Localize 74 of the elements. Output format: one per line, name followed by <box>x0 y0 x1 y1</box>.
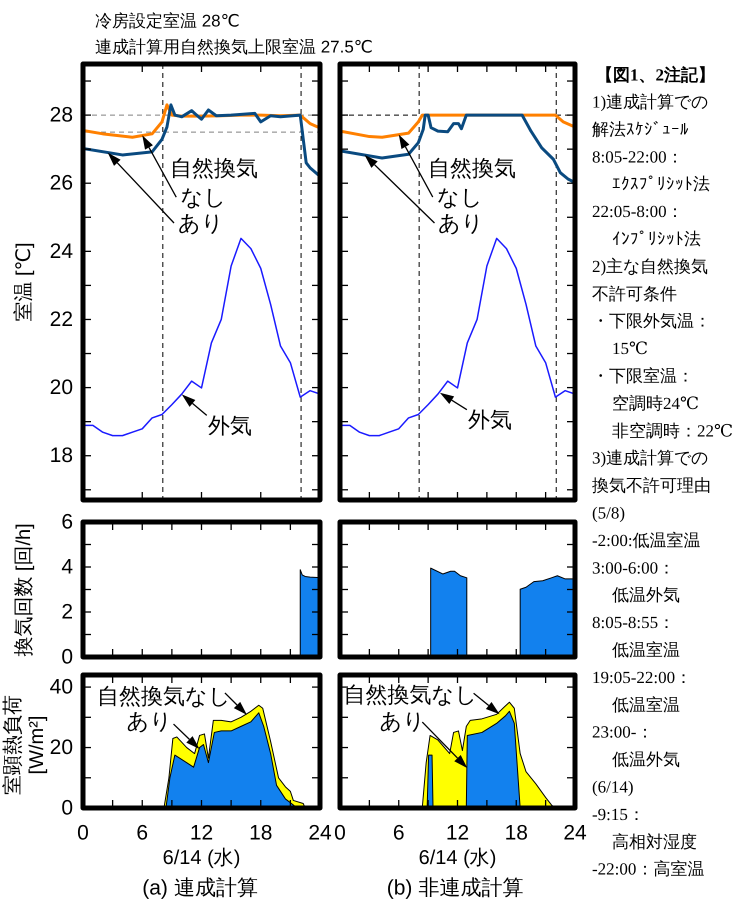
y-tick-label: 4 <box>61 556 74 578</box>
y-tick-label: 20 <box>50 736 73 760</box>
text: ・下限室温： <box>592 366 694 386</box>
x-tick-label: 24 <box>308 822 332 844</box>
text: 8:05-8:55： <box>592 613 676 632</box>
text: 空調時24℃ <box>612 394 700 413</box>
text: 22:05-8:00： <box>592 202 684 222</box>
text: 3:00-6:00： <box>592 558 676 578</box>
annotation: 自然換気なし <box>344 682 478 707</box>
text: 高相対湿度 <box>612 832 697 852</box>
annotation: あり <box>126 708 173 734</box>
text: 低温室温 <box>612 640 680 660</box>
chart-title: 冷房設定室温 28℃ <box>95 12 240 30</box>
y-axis-title: 換気回数 [回/h] <box>13 523 35 657</box>
x-tick-label: 0 <box>77 822 89 844</box>
text: (5/8) <box>592 504 626 522</box>
y-axis-title: 室温 [℃] <box>12 242 35 322</box>
y-tick-label: 26 <box>50 172 73 195</box>
text: ｲﾝﾌﾟﾘｼｯﾄ法 <box>612 230 701 248</box>
text: 2)主な自然換気 <box>592 256 708 276</box>
text: 23:00-： <box>592 722 654 742</box>
text: 非空調時：22℃ <box>612 421 734 440</box>
x-tick-label: 6 <box>136 822 148 844</box>
annotation: 外気 <box>208 412 252 438</box>
chart-subtitle: 連成計算用自然換気上限室温 27.5℃ <box>95 38 373 56</box>
annotation: 外気 <box>468 407 512 432</box>
text: -2:00:低温室温 <box>592 530 701 550</box>
x-tick-label: 12 <box>190 822 214 844</box>
text: 換気不許可理由 <box>592 476 711 496</box>
text: 低温外気 <box>612 586 680 605</box>
text: (6/14) <box>592 778 634 796</box>
text: 解法ｽｹｼﾞｭｰﾙ <box>592 120 689 139</box>
annotation: 自然換気なし <box>96 683 231 708</box>
text: 3)連成計算での <box>592 448 708 468</box>
annotation: 自然換気 <box>428 156 516 180</box>
x-tick-label: 6 <box>392 822 405 844</box>
text: 低温室温 <box>612 695 680 714</box>
text: 低温外気 <box>612 750 680 770</box>
x-tick-label: 12 <box>446 822 470 844</box>
annotation: あり <box>379 708 426 734</box>
x-axis-title: 6/14 (水) <box>162 847 240 869</box>
text: 不許可条件 <box>592 284 677 304</box>
text: ｴｸｽﾌﾟﾘｼｯﾄ法 <box>612 174 710 194</box>
text: 19:05-22:00： <box>592 668 692 687</box>
x-tick-label: 18 <box>249 822 272 844</box>
y-tick-label: 0 <box>61 646 73 668</box>
text: -9:15： <box>592 804 645 824</box>
y-tick-label: 2 <box>61 600 73 624</box>
text: 【図1、2注記】 <box>596 66 715 84</box>
annotation: 自然換気 <box>170 156 258 180</box>
text: 15℃ <box>612 339 648 358</box>
text: ・下限外気温： <box>592 312 711 331</box>
y-axis-title: 室顕熱負荷 [W/m²] <box>1 695 48 795</box>
text: (a) 連成計算 <box>142 876 258 900</box>
text: -22:00：高室温 <box>592 860 704 879</box>
y-tick-label: 28 <box>50 104 73 127</box>
y-tick-label: 22 <box>50 308 73 331</box>
y-tick-label: 0 <box>61 796 73 820</box>
y-tick-label: 6 <box>61 510 73 534</box>
x-axis-title: 6/14 (水) <box>418 847 496 869</box>
annotation: なし <box>180 184 226 210</box>
text: 8:05-22:00： <box>592 147 684 166</box>
y-tick-label: 18 <box>50 444 73 468</box>
y-tick-label: 20 <box>50 376 73 400</box>
annotation: なし <box>436 184 483 210</box>
y-tick-label: 24 <box>50 240 74 263</box>
text: (b) 非連成計算 <box>386 876 524 900</box>
x-tick-label: 0 <box>334 822 346 844</box>
x-tick-label: 24 <box>563 822 587 844</box>
annotation: あり <box>178 210 224 236</box>
annotation: あり <box>438 210 484 236</box>
y-tick-label: 40 <box>50 676 73 699</box>
x-tick-label: 18 <box>504 822 528 844</box>
text: 1)連成計算での <box>592 92 708 112</box>
